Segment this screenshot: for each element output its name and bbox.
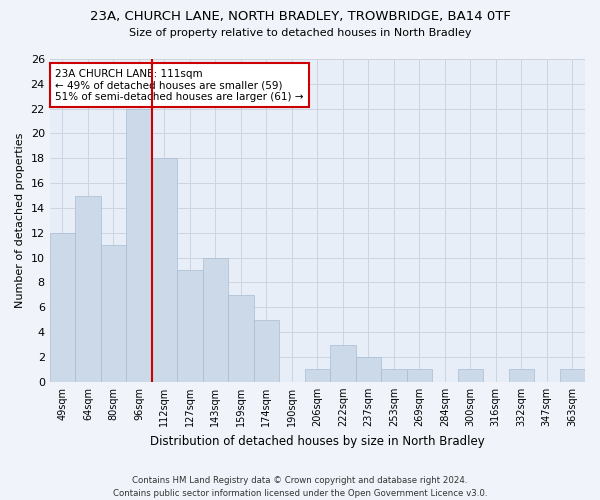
Bar: [407, 370, 432, 382]
Text: 23A CHURCH LANE: 111sqm
← 49% of detached houses are smaller (59)
51% of semi-de: 23A CHURCH LANE: 111sqm ← 49% of detache…: [55, 68, 304, 102]
Bar: [126, 108, 152, 382]
Bar: [560, 370, 585, 382]
Bar: [356, 357, 381, 382]
Bar: [381, 370, 407, 382]
Bar: [203, 258, 228, 382]
X-axis label: Distribution of detached houses by size in North Bradley: Distribution of detached houses by size …: [150, 434, 485, 448]
Y-axis label: Number of detached properties: Number of detached properties: [15, 132, 25, 308]
Bar: [254, 320, 279, 382]
Bar: [228, 295, 254, 382]
Bar: [330, 344, 356, 382]
Text: 23A, CHURCH LANE, NORTH BRADLEY, TROWBRIDGE, BA14 0TF: 23A, CHURCH LANE, NORTH BRADLEY, TROWBRI…: [89, 10, 511, 23]
Text: Size of property relative to detached houses in North Bradley: Size of property relative to detached ho…: [129, 28, 471, 38]
Bar: [50, 233, 75, 382]
Bar: [305, 370, 330, 382]
Bar: [509, 370, 534, 382]
Bar: [101, 245, 126, 382]
Text: Contains HM Land Registry data © Crown copyright and database right 2024.
Contai: Contains HM Land Registry data © Crown c…: [113, 476, 487, 498]
Bar: [177, 270, 203, 382]
Bar: [458, 370, 483, 382]
Bar: [152, 158, 177, 382]
Bar: [75, 196, 101, 382]
